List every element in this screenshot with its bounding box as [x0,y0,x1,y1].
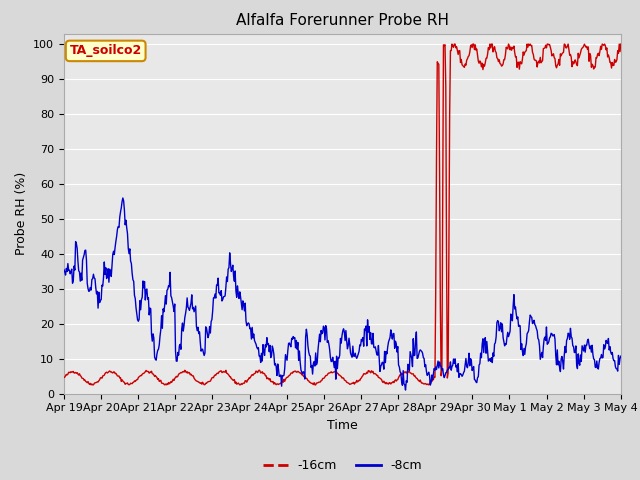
Legend: -16cm, -8cm: -16cm, -8cm [257,455,428,477]
X-axis label: Time: Time [327,419,358,432]
Y-axis label: Probe RH (%): Probe RH (%) [15,172,28,255]
Text: TA_soilco2: TA_soilco2 [70,44,142,58]
Title: Alfalfa Forerunner Probe RH: Alfalfa Forerunner Probe RH [236,13,449,28]
